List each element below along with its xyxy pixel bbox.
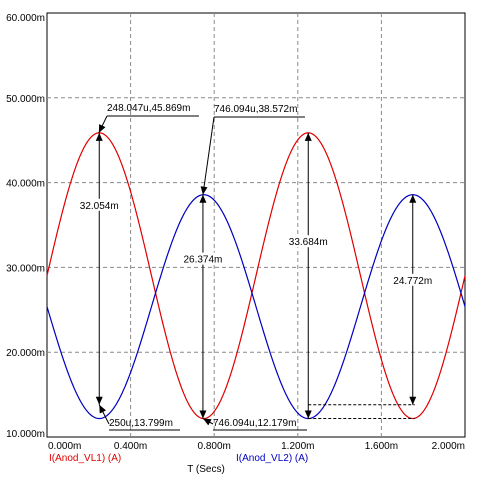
marker-label: 746.094u,12.179m: [213, 418, 296, 429]
arrowhead: [304, 410, 312, 419]
arrowhead: [98, 124, 106, 133]
markers: 248.047u,45.869m 746.094u,38.572m 250u,13.…: [98, 103, 307, 431]
measurement-label-bg: [180, 252, 225, 265]
y-tick-label: 10.000m: [6, 429, 45, 440]
arrowhead: [200, 186, 208, 195]
y-tick-label: 20.000m: [6, 348, 45, 359]
arrowhead: [95, 396, 103, 405]
arrowhead: [99, 404, 106, 414]
measurement-label-bg: [390, 273, 435, 286]
arrowhead: [199, 410, 207, 419]
y-tick-label: 50.000m: [6, 94, 45, 105]
grid: [47, 13, 465, 437]
marker-leader: [202, 116, 215, 195]
measurement-label: 24.772m: [393, 276, 432, 287]
x-tick-label: 1.600m: [365, 441, 398, 452]
curves: [46, 132, 466, 420]
x-tick-label: 0.400m: [114, 441, 147, 452]
x-tick-label: 0.800m: [198, 441, 231, 452]
x-tick-label: 1.200m: [281, 441, 314, 452]
measurement-label: 32.054m: [80, 201, 119, 212]
y-tick-label: 40.000m: [6, 179, 45, 190]
y-tick-label: 60.000m: [6, 13, 45, 24]
marker-label: 250u,13.799m: [109, 418, 173, 429]
arrowhead: [409, 194, 417, 203]
measurement-label-bg: [286, 235, 331, 248]
marker-label: 248.047u,45.869m: [107, 103, 190, 114]
legend-series-1: I(Anod_VL1) (A): [49, 453, 121, 464]
legend-series-2: I(Anod_VL2) (A): [236, 453, 308, 464]
arrowhead: [95, 132, 103, 141]
x-axis-label: T (Secs): [187, 464, 225, 475]
measurement-label-bg: [77, 198, 122, 211]
measurement-label: 33.684m: [289, 237, 328, 248]
measurement-label: 26.374m: [183, 255, 222, 266]
arrowhead: [304, 132, 312, 141]
arrowhead: [202, 418, 212, 426]
x-tick-label: 0.000m: [48, 441, 81, 452]
arrowhead: [409, 396, 417, 405]
x-tick-label: 2.000m: [432, 441, 465, 452]
measurements: 32.054m 26.374m 33.684m 24.772m: [77, 132, 435, 420]
series-line-1: [46, 132, 466, 420]
marker-label: 746.094u,38.572m: [214, 104, 297, 115]
plot-area: [46, 12, 466, 438]
arrowhead: [199, 194, 207, 203]
series-line-2: [46, 194, 466, 420]
tick-labels: 0.000m 0.400m 0.800m 1.200m 1.600m 2.000m 10.0…: [6, 13, 465, 452]
y-tick-label: 30.000m: [6, 263, 45, 274]
